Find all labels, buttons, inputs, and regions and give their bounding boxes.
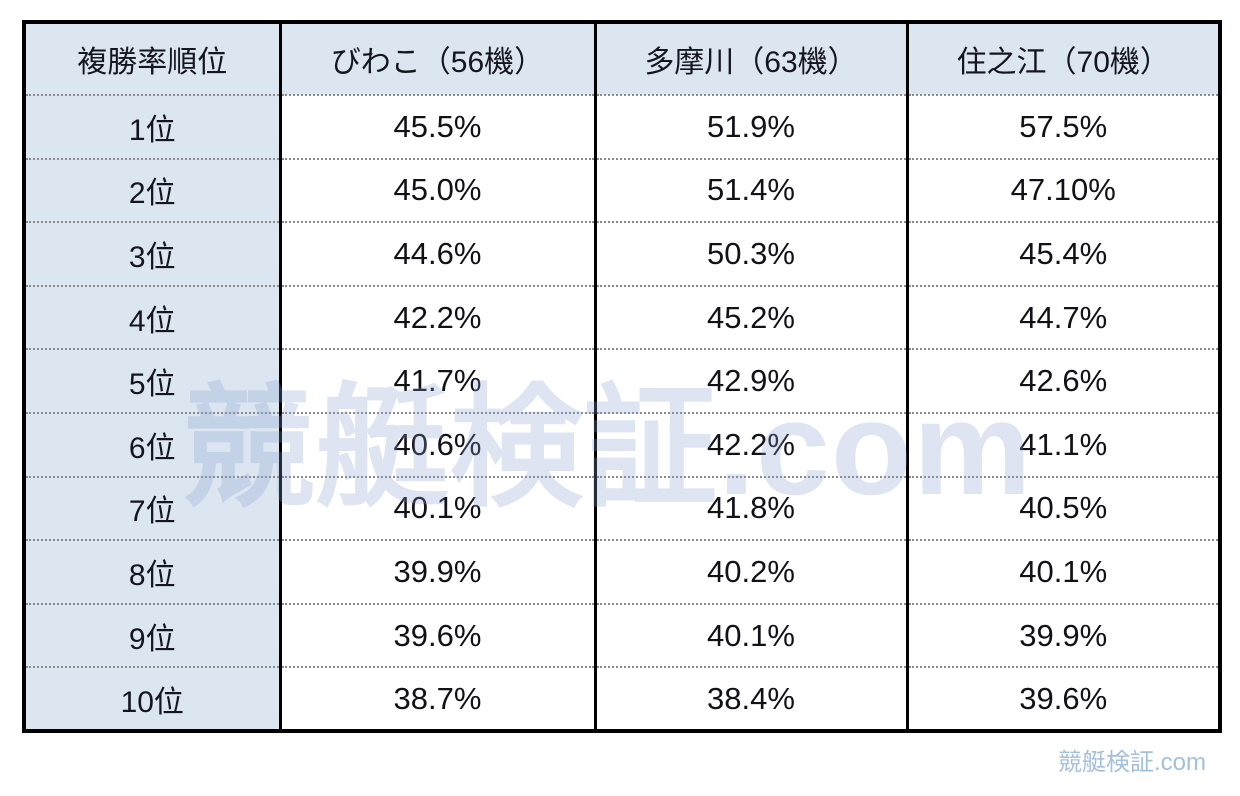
- value-cell: 39.9%: [278, 539, 595, 604]
- rank-cell: 7位: [24, 475, 280, 541]
- value-cell: 41.1%: [905, 411, 1220, 477]
- corner-watermark: 競艇検証.com: [1057, 749, 1206, 776]
- table-row: 8位 39.9% 40.2% 40.1%: [24, 539, 1220, 604]
- value-cell: 40.1%: [593, 602, 907, 668]
- rank-cell: 2位: [24, 157, 280, 223]
- value-cell: 41.8%: [593, 475, 907, 541]
- rank-cell: 10位: [24, 666, 280, 731]
- value-cell: 42.9%: [593, 348, 907, 413]
- rank-cell: 5位: [24, 348, 280, 413]
- value-cell: 45.4%: [905, 221, 1220, 286]
- value-cell: 45.2%: [593, 284, 907, 350]
- value-cell: 51.9%: [593, 94, 907, 159]
- column-header: 住之江（70機）: [905, 22, 1220, 95]
- value-cell: 42.6%: [905, 348, 1220, 413]
- value-cell: 40.5%: [905, 475, 1220, 541]
- table-row: 6位 40.6% 42.2% 41.1%: [24, 411, 1220, 477]
- value-cell: 51.4%: [593, 157, 907, 223]
- value-cell: 39.6%: [905, 666, 1220, 731]
- value-cell: 45.0%: [278, 157, 595, 223]
- value-cell: 38.4%: [593, 666, 907, 731]
- stats-table: 複勝率順位 びわこ（56機） 多摩川（63機） 住之江（70機） 1位 45.5% 51.…: [22, 20, 1222, 733]
- header-row: 複勝率順位 びわこ（56機） 多摩川（63機） 住之江（70機）: [24, 22, 1220, 95]
- rank-cell: 4位: [24, 284, 280, 350]
- table-header: 複勝率順位 びわこ（56機） 多摩川（63機） 住之江（70機）: [24, 22, 1220, 95]
- value-cell: 40.6%: [278, 411, 595, 477]
- value-cell: 42.2%: [278, 284, 595, 350]
- value-cell: 41.7%: [278, 348, 595, 413]
- rank-cell: 8位: [24, 539, 280, 604]
- table-row: 7位 40.1% 41.8% 40.5%: [24, 475, 1220, 541]
- value-cell: 50.3%: [593, 221, 907, 286]
- table-row: 10位 38.7% 38.4% 39.6%: [24, 666, 1220, 731]
- rank-cell: 6位: [24, 411, 280, 477]
- value-cell: 44.7%: [905, 284, 1220, 350]
- column-header: びわこ（56機）: [278, 22, 595, 95]
- table-row: 2位 45.0% 51.4% 47.10%: [24, 157, 1220, 223]
- rank-cell: 3位: [24, 221, 280, 286]
- column-header: 多摩川（63機）: [593, 22, 907, 95]
- value-cell: 40.1%: [905, 539, 1220, 604]
- table-body: 1位 45.5% 51.9% 57.5% 2位 45.0% 51.4% 47.10% 3位 44.…: [24, 94, 1220, 731]
- value-cell: 39.6%: [278, 602, 595, 668]
- table-row: 9位 39.6% 40.1% 39.9%: [24, 602, 1220, 668]
- column-header: 複勝率順位: [24, 22, 280, 95]
- value-cell: 40.1%: [278, 475, 595, 541]
- value-cell: 44.6%: [278, 221, 595, 286]
- table-row: 3位 44.6% 50.3% 45.4%: [24, 221, 1220, 286]
- value-cell: 42.2%: [593, 411, 907, 477]
- value-cell: 39.9%: [905, 602, 1220, 668]
- value-cell: 40.2%: [593, 539, 907, 604]
- table-row: 5位 41.7% 42.9% 42.6%: [24, 348, 1220, 413]
- value-cell: 47.10%: [905, 157, 1220, 223]
- rank-cell: 9位: [24, 602, 280, 668]
- table-row: 1位 45.5% 51.9% 57.5%: [24, 94, 1220, 159]
- table-row: 4位 42.2% 45.2% 44.7%: [24, 284, 1220, 350]
- value-cell: 38.7%: [278, 666, 595, 731]
- rank-cell: 1位: [24, 94, 280, 159]
- value-cell: 45.5%: [278, 94, 595, 159]
- value-cell: 57.5%: [905, 94, 1220, 159]
